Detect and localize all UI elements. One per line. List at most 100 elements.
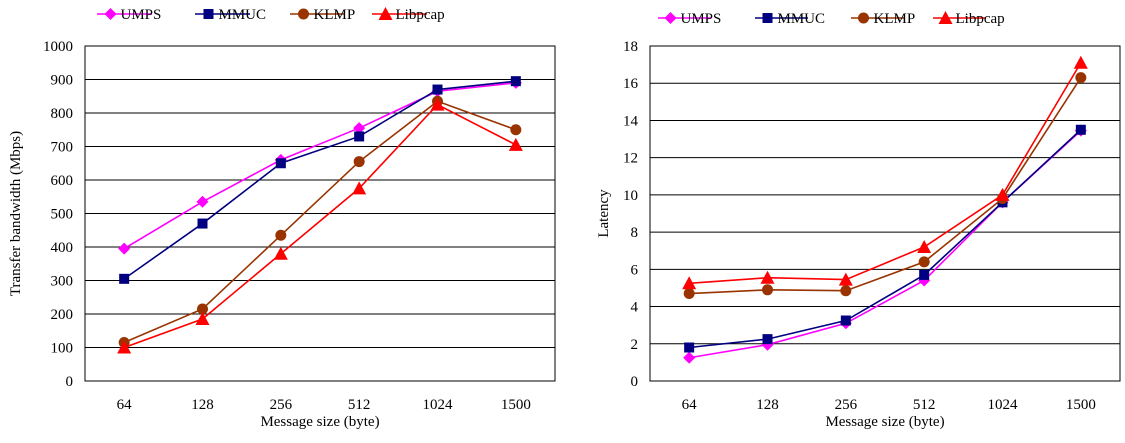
x-axis-title: Message size (byte) — [260, 414, 379, 430]
data-point — [510, 76, 521, 87]
data-point — [919, 269, 930, 280]
legend-label: UMPS — [121, 7, 162, 23]
x-tick-label: 1500 — [501, 397, 531, 413]
y-tick-label: 0 — [66, 374, 74, 390]
legend: UMPS MMUC KLMP Libpcap — [97, 7, 445, 23]
data-point — [119, 273, 130, 284]
legend-label: MMUC — [219, 7, 267, 23]
legend-marker — [298, 8, 309, 20]
data-point — [196, 195, 209, 208]
legend-label: KLMP — [314, 7, 356, 23]
data-point — [762, 284, 773, 296]
y-tick-label: 4 — [631, 300, 639, 316]
y-tick-label: 0 — [631, 374, 639, 390]
data-point — [1075, 124, 1086, 135]
data-point — [430, 97, 445, 111]
data-point — [195, 312, 210, 326]
y-tick-label: 900 — [51, 73, 74, 89]
data-point — [508, 137, 523, 151]
x-tick-label: 1500 — [1066, 397, 1096, 413]
y-tick-label: 16 — [623, 76, 639, 92]
data-point — [683, 351, 696, 364]
x-tick-label: 512 — [913, 397, 936, 413]
series-mmuc — [684, 124, 1086, 353]
x-axis-title: Message size (byte) — [825, 414, 944, 430]
y-axis-title: Transfer bandwidth (Mbps) — [8, 131, 24, 296]
data-point — [353, 156, 365, 168]
plot-area-border — [649, 45, 1121, 382]
y-tick-label: 800 — [51, 106, 74, 122]
x-tick-label: 128 — [191, 397, 214, 413]
legend-marker — [664, 12, 677, 24]
y-tick-label: 200 — [51, 307, 74, 323]
data-point — [840, 285, 852, 297]
x-tick-label: 64 — [682, 397, 698, 413]
legend-label: Libpcap — [956, 11, 1005, 27]
legend-label: Libpcap — [396, 7, 445, 23]
legend-label: MMUC — [778, 11, 826, 27]
series-line — [689, 130, 1082, 359]
legend: UMPS MMUC KLMP Libpcap — [658, 11, 1005, 27]
data-point — [510, 124, 522, 136]
data-point — [995, 187, 1010, 201]
y-tick-label: 8 — [631, 225, 639, 241]
y-tick-label: 300 — [51, 274, 74, 290]
chart-2: 0 2 4 6 8 10 12 14 16 18 64 128 256 512 1024 1500 Messag… — [596, 11, 1121, 430]
y-tick-label: 12 — [623, 151, 638, 167]
data-point — [197, 303, 208, 315]
legend-label: KLMP — [874, 11, 916, 27]
x-tick-label: 128 — [756, 397, 779, 413]
data-point — [684, 342, 695, 353]
series-klmp — [683, 72, 1087, 300]
legend-marker — [858, 12, 869, 24]
data-point — [117, 340, 132, 354]
x-tick-label: 1024 — [988, 397, 1019, 413]
y-tick-label: 14 — [623, 113, 639, 129]
data-point — [917, 240, 932, 253]
data-point — [275, 229, 287, 241]
data-point — [352, 181, 367, 195]
y-axis-title: Latency — [596, 189, 612, 238]
x-tick-label: 256 — [835, 397, 858, 413]
data-point — [918, 256, 930, 268]
x-tick-label: 1024 — [423, 397, 454, 413]
data-point — [354, 131, 365, 142]
data-point — [683, 288, 695, 300]
x-tick-label: 256 — [270, 397, 293, 413]
y-tick-label: 400 — [51, 240, 74, 256]
data-point — [432, 84, 443, 95]
data-point — [760, 270, 775, 284]
series-mmuc — [119, 76, 521, 284]
y-tick-label: 10 — [623, 188, 638, 204]
data-point — [275, 158, 286, 169]
series-line — [123, 103, 517, 349]
data-point — [273, 246, 288, 260]
data-point — [838, 272, 853, 286]
legend-marker — [938, 11, 953, 24]
y-tick-label: 2 — [631, 337, 639, 353]
plot-area-border — [84, 45, 556, 382]
x-tick-label: 64 — [117, 397, 133, 413]
legend-marker — [203, 9, 214, 19]
y-tick-label: 6 — [631, 262, 639, 278]
y-tick-label: 1000 — [43, 39, 73, 55]
data-point — [682, 276, 697, 290]
series-line — [689, 62, 1082, 285]
data-point — [197, 218, 208, 229]
y-tick-label: 500 — [51, 207, 74, 223]
chart-1: 0 100 200 300 400 500 600 700 800 900 1000 64 128 256… — [8, 7, 556, 430]
series-libpcap — [682, 55, 1088, 290]
legend-marker — [378, 7, 393, 20]
data-point — [840, 315, 851, 326]
y-tick-label: 600 — [51, 173, 74, 189]
legend-label: UMPS — [681, 11, 722, 27]
series-umps — [118, 76, 522, 255]
series-line — [123, 80, 516, 280]
data-point — [1073, 55, 1088, 69]
legend-marker — [104, 8, 117, 20]
y-tick-label: 100 — [51, 341, 74, 357]
series-line — [689, 77, 1082, 295]
series-libpcap — [117, 97, 523, 354]
series-line — [123, 82, 516, 250]
